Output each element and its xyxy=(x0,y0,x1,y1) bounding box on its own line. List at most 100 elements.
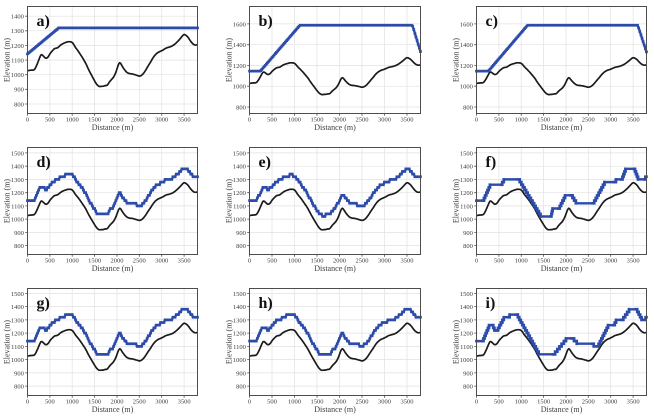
svg-text:800: 800 xyxy=(236,243,246,250)
svg-text:800: 800 xyxy=(236,384,246,391)
svg-text:1000: 1000 xyxy=(288,117,301,124)
svg-text:3000: 3000 xyxy=(155,399,168,406)
svg-text:1500: 1500 xyxy=(311,399,324,406)
svg-text:1500: 1500 xyxy=(537,258,550,265)
svg-text:1500: 1500 xyxy=(460,291,473,298)
svg-text:Elevation (m): Elevation (m) xyxy=(2,38,11,83)
svg-text:1400: 1400 xyxy=(11,14,24,21)
svg-text:2500: 2500 xyxy=(356,117,369,124)
svg-text:1100: 1100 xyxy=(11,58,24,65)
svg-text:2000: 2000 xyxy=(111,399,124,406)
svg-text:1200: 1200 xyxy=(233,331,246,338)
svg-text:e): e) xyxy=(259,154,271,171)
svg-text:2500: 2500 xyxy=(356,399,369,406)
svg-text:Elevation (m): Elevation (m) xyxy=(224,38,233,83)
svg-text:1000: 1000 xyxy=(288,258,301,265)
svg-text:1300: 1300 xyxy=(11,317,24,324)
svg-text:500: 500 xyxy=(45,399,55,406)
svg-text:i): i) xyxy=(486,295,496,312)
svg-text:3000: 3000 xyxy=(378,258,391,265)
svg-text:1200: 1200 xyxy=(233,63,246,70)
svg-text:1100: 1100 xyxy=(11,203,24,210)
svg-text:1200: 1200 xyxy=(11,331,24,338)
svg-text:Distance (m): Distance (m) xyxy=(92,405,134,414)
svg-text:1400: 1400 xyxy=(11,164,24,171)
svg-text:1000: 1000 xyxy=(66,258,79,265)
svg-text:Distance (m): Distance (m) xyxy=(541,123,583,132)
svg-text:2000: 2000 xyxy=(111,117,124,124)
svg-text:1500: 1500 xyxy=(311,117,324,124)
svg-text:b): b) xyxy=(259,13,273,30)
svg-text:2500: 2500 xyxy=(582,399,595,406)
svg-text:1200: 1200 xyxy=(11,43,24,50)
svg-text:1100: 1100 xyxy=(460,344,473,351)
svg-text:1500: 1500 xyxy=(11,150,24,157)
svg-text:0: 0 xyxy=(26,117,29,124)
svg-text:1500: 1500 xyxy=(88,399,101,406)
svg-text:3000: 3000 xyxy=(604,399,617,406)
svg-text:Elevation (m): Elevation (m) xyxy=(451,320,460,365)
svg-text:800: 800 xyxy=(463,384,473,391)
svg-text:800: 800 xyxy=(14,384,24,391)
svg-text:1000: 1000 xyxy=(460,217,473,224)
svg-text:1000: 1000 xyxy=(515,399,528,406)
svg-text:3500: 3500 xyxy=(627,258,640,265)
svg-text:1200: 1200 xyxy=(460,63,473,70)
svg-text:3000: 3000 xyxy=(378,399,391,406)
svg-text:1500: 1500 xyxy=(88,117,101,124)
svg-text:500: 500 xyxy=(267,117,277,124)
svg-text:1200: 1200 xyxy=(460,331,473,338)
svg-text:1300: 1300 xyxy=(233,177,246,184)
svg-text:1300: 1300 xyxy=(11,28,24,35)
svg-text:1100: 1100 xyxy=(233,344,246,351)
svg-text:500: 500 xyxy=(494,258,504,265)
svg-text:0: 0 xyxy=(26,399,29,406)
svg-text:1500: 1500 xyxy=(233,291,246,298)
svg-text:1500: 1500 xyxy=(88,258,101,265)
svg-text:2500: 2500 xyxy=(133,117,146,124)
svg-text:3000: 3000 xyxy=(155,258,168,265)
svg-text:2000: 2000 xyxy=(111,258,124,265)
svg-text:1500: 1500 xyxy=(537,117,550,124)
svg-text:800: 800 xyxy=(14,101,24,108)
svg-text:3500: 3500 xyxy=(627,399,640,406)
svg-text:1500: 1500 xyxy=(11,291,24,298)
svg-text:3000: 3000 xyxy=(604,117,617,124)
svg-text:1600: 1600 xyxy=(460,21,473,28)
svg-text:Distance (m): Distance (m) xyxy=(314,123,356,132)
svg-text:2500: 2500 xyxy=(582,258,595,265)
svg-text:1000: 1000 xyxy=(11,357,24,364)
svg-text:3000: 3000 xyxy=(155,117,168,124)
svg-text:c): c) xyxy=(486,13,498,30)
svg-text:1000: 1000 xyxy=(460,357,473,364)
svg-text:d): d) xyxy=(37,154,51,171)
svg-text:2500: 2500 xyxy=(356,258,369,265)
svg-text:1500: 1500 xyxy=(311,258,324,265)
svg-text:500: 500 xyxy=(494,399,504,406)
svg-text:2000: 2000 xyxy=(333,117,346,124)
svg-text:1100: 1100 xyxy=(11,344,24,351)
svg-text:1000: 1000 xyxy=(66,117,79,124)
svg-text:1000: 1000 xyxy=(11,217,24,224)
svg-text:0: 0 xyxy=(475,258,478,265)
svg-text:Elevation (m): Elevation (m) xyxy=(451,179,460,224)
svg-text:1100: 1100 xyxy=(460,203,473,210)
svg-text:900: 900 xyxy=(14,230,24,237)
svg-text:1300: 1300 xyxy=(233,317,246,324)
svg-text:Distance (m): Distance (m) xyxy=(541,405,583,414)
svg-text:2500: 2500 xyxy=(133,399,146,406)
svg-text:1500: 1500 xyxy=(537,399,550,406)
svg-text:500: 500 xyxy=(267,258,277,265)
svg-text:Elevation (m): Elevation (m) xyxy=(224,179,233,224)
svg-text:3500: 3500 xyxy=(401,258,414,265)
svg-text:900: 900 xyxy=(14,370,24,377)
svg-text:2000: 2000 xyxy=(560,258,573,265)
svg-text:Distance (m): Distance (m) xyxy=(314,405,356,414)
svg-text:1000: 1000 xyxy=(515,258,528,265)
svg-text:1000: 1000 xyxy=(233,84,246,91)
svg-text:1000: 1000 xyxy=(288,399,301,406)
svg-text:Elevation (m): Elevation (m) xyxy=(2,320,11,365)
svg-text:Distance (m): Distance (m) xyxy=(92,123,134,132)
svg-text:2500: 2500 xyxy=(582,117,595,124)
svg-text:0: 0 xyxy=(248,399,251,406)
